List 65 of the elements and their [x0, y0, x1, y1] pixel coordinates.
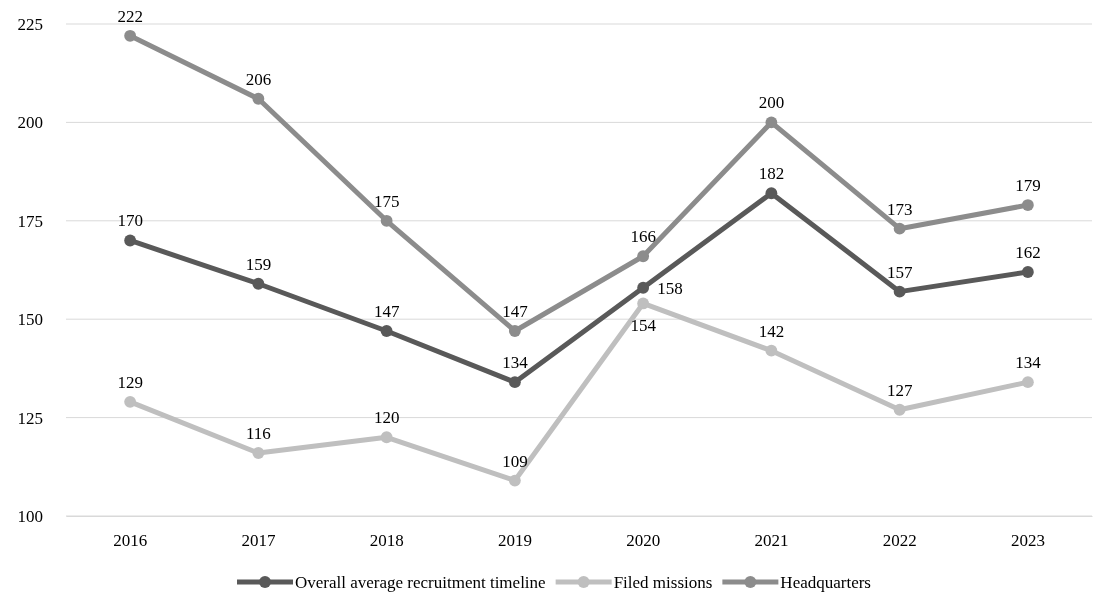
data-label: 200 [758, 93, 785, 113]
x-tick-label: 2017 [241, 531, 276, 551]
point [252, 277, 265, 290]
data-label: 159 [245, 254, 272, 274]
y-tick-label: 175 [17, 211, 43, 231]
point [1021, 376, 1034, 389]
data-label: 157 [886, 262, 913, 282]
point [1021, 199, 1034, 211]
data-label: 158 [657, 278, 683, 298]
point [765, 116, 778, 129]
point [637, 250, 650, 263]
y-tick-label: 200 [17, 113, 43, 133]
point [252, 92, 265, 105]
data-label: 170 [117, 211, 143, 231]
data-label: 173 [886, 199, 913, 219]
point [893, 403, 906, 416]
data-label: 116 [245, 424, 271, 444]
x-tick-label: 2023 [1010, 531, 1045, 551]
data-label: 222 [117, 6, 143, 26]
y-tick-label: 225 [17, 14, 43, 34]
point [765, 187, 778, 200]
point [124, 395, 137, 408]
data-label: 129 [117, 372, 143, 392]
point [508, 325, 521, 337]
legend-label: Headquarters [780, 573, 871, 592]
data-label: 175 [373, 191, 400, 211]
data-label: 109 [502, 451, 528, 471]
data-label: 127 [886, 380, 913, 400]
point [893, 285, 906, 298]
data-label: 162 [1015, 242, 1041, 262]
data-label: 134 [1015, 353, 1042, 373]
point [1021, 266, 1034, 278]
point [508, 474, 521, 487]
point [252, 447, 265, 459]
point [893, 222, 906, 235]
point [124, 29, 137, 42]
point [124, 234, 137, 247]
x-tick-label: 2019 [497, 531, 532, 551]
data-label: 166 [630, 227, 656, 247]
legend-label: Overall average recruitment timeline [295, 573, 546, 592]
point [380, 214, 393, 227]
y-tick-label: 125 [17, 408, 43, 428]
point [508, 376, 521, 389]
y-tick-label: 150 [17, 310, 43, 330]
x-tick-label: 2022 [882, 531, 917, 551]
y-tick-label: 100 [17, 506, 43, 526]
x-tick-label: 2020 [626, 531, 661, 551]
point [637, 297, 650, 310]
data-label: 147 [373, 302, 400, 322]
data-label: 206 [245, 69, 272, 89]
data-label: 182 [758, 164, 785, 184]
x-tick-label: 2021 [754, 531, 789, 551]
data-label: 134 [502, 353, 529, 373]
legend-label: Filed missions [613, 573, 713, 592]
data-label: 142 [758, 321, 785, 341]
point [380, 325, 393, 337]
x-tick-label: 2018 [369, 531, 404, 551]
x-tick-label: 2016 [113, 531, 148, 551]
data-label: 147 [502, 302, 529, 322]
data-label: 120 [373, 408, 400, 428]
point [637, 281, 650, 294]
data-label: 179 [1015, 176, 1041, 196]
point [765, 344, 778, 357]
data-label: 154 [630, 316, 657, 336]
point [380, 431, 393, 444]
